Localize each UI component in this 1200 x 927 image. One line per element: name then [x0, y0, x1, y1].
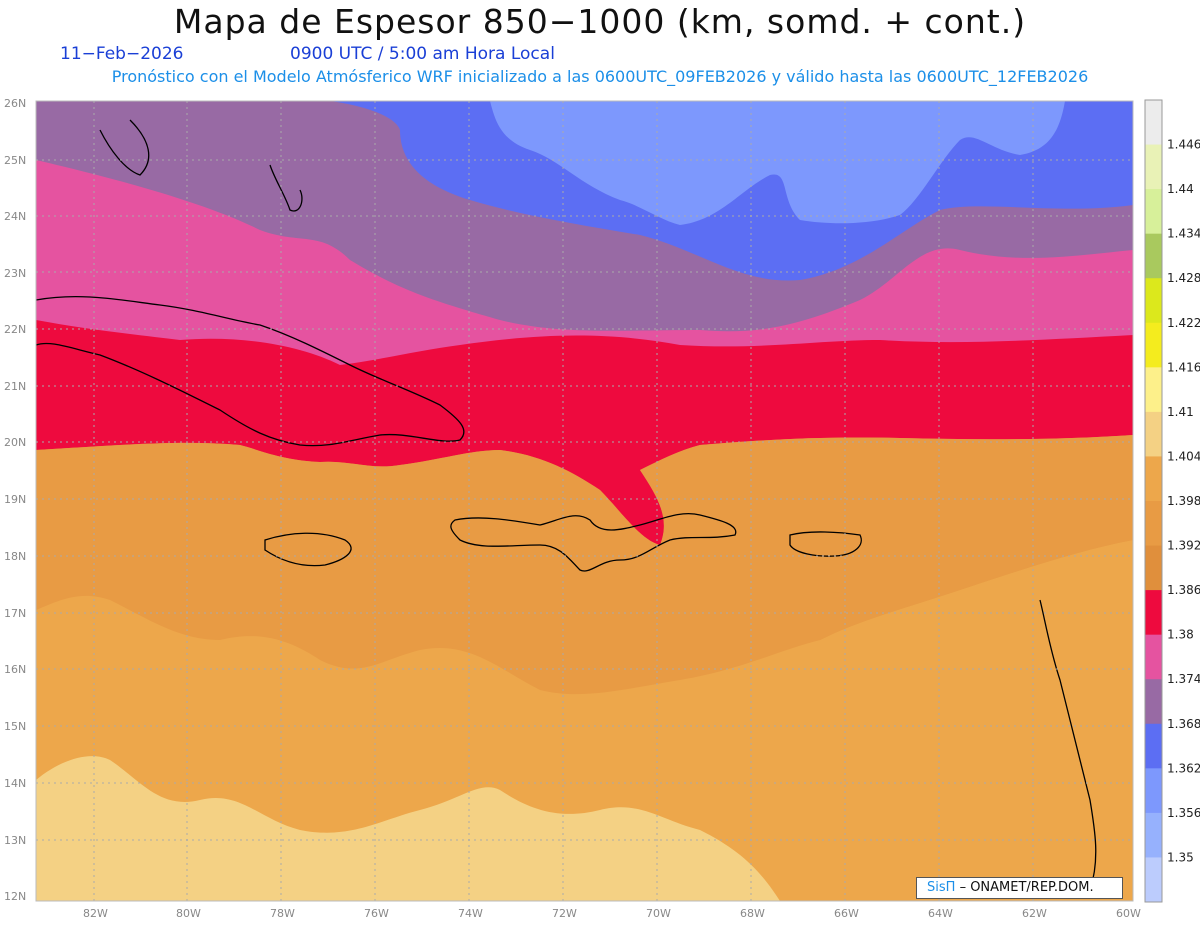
lat-label-17n: 17N — [4, 607, 26, 620]
colorbar-label: 1.356 — [1167, 806, 1200, 820]
colorbar-label: 1.374 — [1167, 672, 1200, 686]
thickness-field — [36, 101, 1133, 901]
forecast-date: 11−Feb−2026 — [60, 44, 184, 64]
colorbar-swatch — [1145, 679, 1162, 725]
colorbar-label: 1.404 — [1167, 449, 1200, 463]
colorbar-label: 1.392 — [1167, 539, 1200, 553]
colorbar-swatch — [1145, 723, 1162, 769]
colorbar-swatch — [1145, 768, 1162, 814]
colorbar-label: 1.428 — [1167, 271, 1200, 285]
colorbar-swatch — [1145, 857, 1162, 903]
colorbar-swatch — [1145, 812, 1162, 858]
colorbar-label: 1.416 — [1167, 360, 1200, 374]
map-title: Mapa de Espesor 850−1000 (km, somd. + co… — [173, 2, 1027, 41]
colorbar-swatch — [1145, 456, 1162, 502]
colorbar-swatch — [1145, 144, 1162, 190]
band-1398 — [36, 540, 1133, 901]
lat-label-23n: 23N — [4, 267, 26, 280]
lat-label-16n: 16N — [4, 663, 26, 676]
band-1380 — [36, 320, 1133, 545]
lat-label-13n: 13N — [4, 834, 26, 847]
credit-box: SisΠ – ONAMET/REP.DOM. — [916, 877, 1123, 899]
colorbar: 1.446 1.44 1.434 1.428 1.422 1.416 1.41 1.404 1.… — [1144, 99, 1200, 903]
colorbar-label: 1.446 — [1167, 138, 1200, 152]
colorbar-label: 1.38 — [1167, 628, 1194, 642]
band-1392 — [36, 435, 1133, 720]
lon-label-80w: 80W — [176, 907, 201, 920]
colorbar-swatch — [1145, 233, 1162, 279]
colorbar-swatch — [1145, 590, 1162, 636]
lon-label-60w: 60W — [1116, 907, 1141, 920]
coastlines — [36, 119, 1097, 891]
band-1356 — [490, 101, 1065, 225]
colorbar-swatch — [1145, 367, 1162, 413]
colorbar-swatch — [1145, 278, 1162, 324]
lat-label-14n: 14N — [4, 777, 26, 790]
lat-label-22n: 22N — [4, 323, 26, 336]
lon-label-82w: 82W — [83, 907, 108, 920]
forecast-time: 0900 UTC / 5:00 am Hora Local — [290, 44, 555, 64]
brand-label: SisΠ — [927, 880, 956, 895]
colorbar-label: 1.362 — [1167, 761, 1200, 775]
colorbar-label: 1.434 — [1167, 227, 1200, 241]
map-frame — [35, 100, 1134, 902]
lon-label-78w: 78W — [270, 907, 295, 920]
lon-label-64w: 64W — [928, 907, 953, 920]
lat-label-24n: 24N — [4, 210, 26, 223]
colorbar-label: 1.422 — [1167, 316, 1200, 330]
band-1374 — [36, 160, 1133, 390]
lat-label-21n: 21N — [4, 380, 26, 393]
lat-label-18n: 18N — [4, 550, 26, 563]
colorbar-label: 1.35 — [1167, 850, 1194, 864]
colorbar-swatch — [1145, 322, 1162, 368]
colorbar-swatch — [1145, 634, 1162, 680]
lat-lon-grid — [36, 101, 1133, 901]
lon-label-74w: 74W — [458, 907, 483, 920]
lon-label-76w: 76W — [364, 907, 389, 920]
colorbar-swatch — [1145, 411, 1162, 457]
colorbar-label: 1.44 — [1167, 182, 1194, 196]
lon-label-62w: 62W — [1022, 907, 1047, 920]
lon-label-72w: 72W — [552, 907, 577, 920]
colorbar-label: 1.398 — [1167, 494, 1200, 508]
lat-label-26n: 26N — [4, 97, 26, 110]
colorbar-swatch — [1145, 189, 1162, 235]
colorbar-frame — [1144, 99, 1163, 903]
lat-label-20n: 20N — [4, 436, 26, 449]
lon-label-66w: 66W — [834, 907, 859, 920]
colorbar-label: 1.368 — [1167, 717, 1200, 731]
colorbar-label: 1.41 — [1167, 405, 1194, 419]
lat-label-15n: 15N — [4, 720, 26, 733]
colorbar-label: 1.386 — [1167, 583, 1200, 597]
colorbar-swatch — [1145, 100, 1162, 146]
lon-label-70w: 70W — [646, 907, 671, 920]
colorbar-swatch — [1145, 501, 1162, 547]
org-label: – ONAMET/REP.DOM. — [959, 880, 1094, 895]
lat-label-25n: 25N — [4, 154, 26, 167]
longitude-axis: 82W 80W 78W 76W 74W 72W 70W 68W 66W 64W … — [83, 907, 1141, 920]
latitude-axis: 26N 25N 24N 23N 22N 21N 20N 19N 18N 17N … — [4, 97, 26, 903]
colorbar-swatch — [1145, 545, 1162, 591]
lat-label-12n: 12N — [4, 890, 26, 903]
forecast-description: Pronóstico con el Modelo Atmósferico WRF… — [111, 67, 1089, 86]
lat-label-19n: 19N — [4, 493, 26, 506]
lon-label-68w: 68W — [740, 907, 765, 920]
band-1404 — [36, 756, 780, 901]
